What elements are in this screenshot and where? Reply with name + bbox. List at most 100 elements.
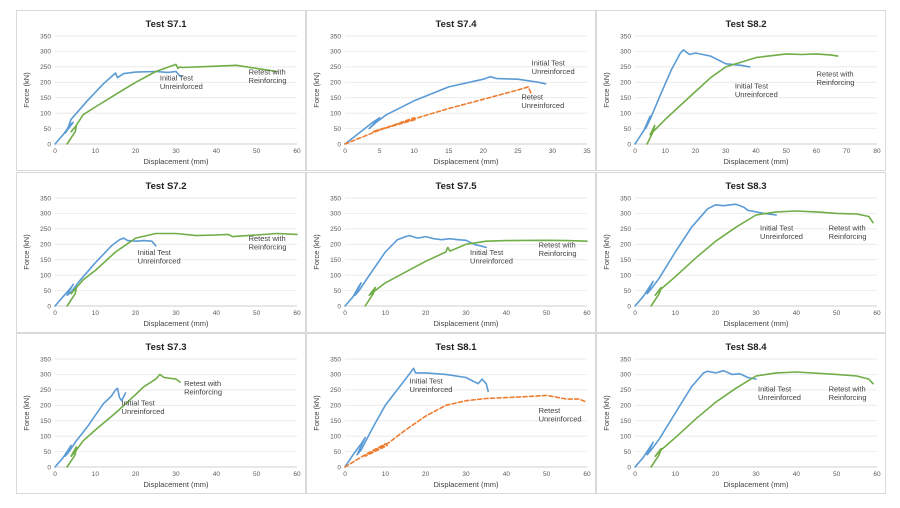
x-tick-label: 30 bbox=[722, 148, 730, 155]
series-line-retest-reinforced bbox=[364, 239, 588, 307]
series-annotation: Retest with Reinforcing bbox=[829, 384, 867, 402]
series-line-retest-reinforced bbox=[650, 371, 874, 468]
y-tick-label: 150 bbox=[40, 95, 51, 102]
x-tick-label: 35 bbox=[583, 148, 591, 155]
x-tick-label: 20 bbox=[692, 148, 700, 155]
x-tick-label: 0 bbox=[53, 148, 57, 155]
x-tick-label: 0 bbox=[53, 471, 57, 478]
y-tick-label: 300 bbox=[330, 210, 341, 217]
y-tick-label: 350 bbox=[330, 356, 341, 363]
y-tick-label: 100 bbox=[620, 272, 631, 279]
x-tick-label: 60 bbox=[293, 148, 301, 155]
y-tick-label: 350 bbox=[330, 195, 341, 202]
y-tick-label: 150 bbox=[330, 257, 341, 264]
x-tick-label: 20 bbox=[480, 148, 488, 155]
y-tick-label: 100 bbox=[40, 110, 51, 117]
chart-svg: 0 50 100 150 200 250 300 350 0 10 20 30 40 50 60 Test S… bbox=[602, 342, 881, 489]
y-tick-label: 300 bbox=[330, 372, 341, 379]
series-line-retest-reinforced bbox=[650, 209, 874, 307]
y-tick-label: 250 bbox=[330, 226, 341, 233]
x-tick-label: 50 bbox=[783, 148, 791, 155]
series-line-retest-reinforced bbox=[66, 232, 298, 307]
x-tick-label: 30 bbox=[752, 471, 760, 478]
chart-svg: 0 50 100 150 200 250 300 350 0 10 20 30 40 50 60 70 80 Te… bbox=[602, 19, 881, 166]
y-tick-label: 0 bbox=[47, 464, 51, 471]
chart-title: Test S7.5 bbox=[435, 181, 477, 192]
y-tick-label: 350 bbox=[330, 33, 341, 40]
x-tick-label: 60 bbox=[813, 148, 821, 155]
y-tick-label: 300 bbox=[330, 49, 341, 56]
chart-panel: 0 50 100 150 200 250 300 350 0 10 20 30 40 50 60 70 80 Te… bbox=[596, 10, 886, 171]
y-tick-label: 250 bbox=[330, 387, 341, 394]
x-tick-label: 70 bbox=[843, 148, 851, 155]
x-tick-label: 60 bbox=[873, 471, 881, 478]
y-tick-label: 50 bbox=[334, 126, 342, 133]
y-tick-label: 250 bbox=[620, 64, 631, 71]
chart-title: Test S8.4 bbox=[725, 342, 767, 353]
chart-panel: 0 50 100 150 200 250 300 350 0 10 20 30 40 50 60 Test S… bbox=[16, 333, 306, 494]
y-tick-label: 150 bbox=[620, 257, 631, 264]
x-tick-label: 20 bbox=[712, 471, 720, 478]
x-tick-label: 50 bbox=[253, 310, 261, 317]
y-tick-label: 50 bbox=[44, 449, 52, 456]
x-axis-label: Displacement (mm) bbox=[433, 480, 499, 489]
chart-title: Test S7.2 bbox=[145, 181, 186, 192]
x-tick-label: 20 bbox=[422, 310, 430, 317]
y-tick-label: 300 bbox=[620, 49, 631, 56]
x-tick-label: 15 bbox=[445, 148, 453, 155]
y-tick-label: 150 bbox=[620, 95, 631, 102]
x-tick-label: 40 bbox=[793, 471, 801, 478]
series-line-initial bbox=[54, 236, 157, 307]
y-tick-label: 150 bbox=[40, 418, 51, 425]
chart-panel: 0 50 100 150 200 250 300 350 0 10 20 30 40 50 60 Test S… bbox=[596, 171, 886, 333]
x-tick-label: 50 bbox=[833, 310, 841, 317]
y-tick-label: 200 bbox=[40, 80, 51, 87]
chart-panel: 0 50 100 150 200 250 300 350 0 10 20 30 40 50 60 Test S… bbox=[306, 333, 596, 494]
x-axis-label: Displacement (mm) bbox=[433, 157, 499, 166]
x-tick-label: 20 bbox=[712, 310, 720, 317]
x-axis-label: Displacement (mm) bbox=[143, 319, 209, 328]
x-tick-label: 40 bbox=[793, 310, 801, 317]
series-annotation: Initial Test Unreinforced bbox=[138, 248, 181, 266]
chart-svg: 0 50 100 150 200 250 300 350 0 10 20 30 40 50 60 Test S… bbox=[22, 181, 301, 328]
chart-panel: 0 50 100 150 200 250 300 350 0 5 10 15 20 25 30 35 Test … bbox=[306, 10, 596, 171]
x-tick-label: 0 bbox=[633, 310, 637, 317]
chart-title: Test S8.3 bbox=[725, 181, 766, 192]
series-line-initial bbox=[634, 369, 757, 468]
series-line-retest-reinforced bbox=[646, 53, 839, 145]
y-tick-label: 300 bbox=[620, 210, 631, 217]
y-tick-label: 100 bbox=[40, 433, 51, 440]
chart-title: Test S7.4 bbox=[435, 19, 477, 30]
y-tick-label: 200 bbox=[330, 403, 341, 410]
x-tick-label: 30 bbox=[172, 148, 180, 155]
x-tick-label: 10 bbox=[382, 310, 390, 317]
y-tick-label: 350 bbox=[40, 356, 51, 363]
y-tick-label: 350 bbox=[620, 33, 631, 40]
x-tick-label: 0 bbox=[633, 148, 637, 155]
chart-panel: 0 50 100 150 200 250 300 350 0 10 20 30 40 50 60 Test S… bbox=[16, 10, 306, 171]
x-tick-label: 20 bbox=[132, 310, 140, 317]
y-axis-label: Force (kN) bbox=[22, 72, 31, 108]
x-tick-label: 40 bbox=[503, 471, 511, 478]
y-tick-label: 0 bbox=[627, 303, 631, 310]
chart-svg: 0 50 100 150 200 250 300 350 0 10 20 30 40 50 60 Test S… bbox=[22, 19, 301, 166]
x-axis-label: Displacement (mm) bbox=[143, 480, 209, 489]
x-tick-label: 50 bbox=[253, 471, 261, 478]
x-tick-label: 40 bbox=[213, 310, 221, 317]
x-tick-label: 10 bbox=[382, 471, 390, 478]
x-tick-label: 10 bbox=[672, 471, 680, 478]
chart-title: Test S7.3 bbox=[145, 342, 186, 353]
y-tick-label: 300 bbox=[40, 372, 51, 379]
chart-panel: 0 50 100 150 200 250 300 350 0 10 20 30 40 50 60 Test S… bbox=[596, 333, 886, 494]
y-axis-label: Force (kN) bbox=[312, 395, 321, 431]
series-line-initial bbox=[54, 70, 183, 145]
y-tick-label: 50 bbox=[44, 287, 52, 294]
series-annotation: Retest Unreinforced bbox=[521, 92, 564, 110]
y-tick-label: 100 bbox=[620, 110, 631, 117]
y-tick-label: 250 bbox=[40, 64, 51, 71]
series-annotation: Initial Test Unreinforced bbox=[470, 248, 513, 266]
chart-svg: 0 50 100 150 200 250 300 350 0 10 20 30 40 50 60 Test S… bbox=[22, 342, 301, 489]
y-tick-label: 50 bbox=[624, 287, 632, 294]
series-annotation: Retest with Reinforcing bbox=[829, 223, 867, 241]
chart-svg: 0 50 100 150 200 250 300 350 0 5 10 15 20 25 30 35 Test … bbox=[312, 19, 591, 166]
